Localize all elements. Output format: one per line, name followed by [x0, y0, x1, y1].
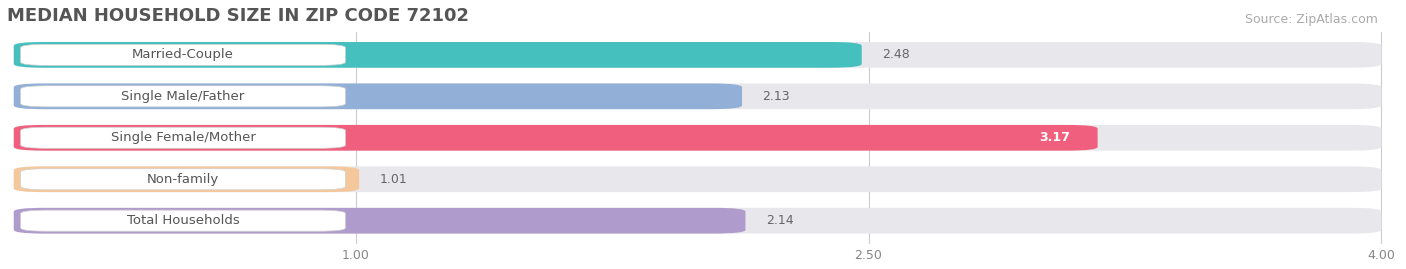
FancyBboxPatch shape: [14, 167, 1382, 192]
Text: Non-family: Non-family: [146, 173, 219, 186]
FancyBboxPatch shape: [21, 210, 346, 231]
FancyBboxPatch shape: [14, 42, 1382, 68]
FancyBboxPatch shape: [14, 167, 359, 192]
FancyBboxPatch shape: [21, 44, 346, 65]
Text: Married-Couple: Married-Couple: [132, 48, 233, 61]
Text: 2.48: 2.48: [882, 48, 910, 61]
FancyBboxPatch shape: [14, 208, 745, 233]
FancyBboxPatch shape: [14, 125, 1098, 151]
FancyBboxPatch shape: [14, 208, 1382, 233]
Text: Single Male/Father: Single Male/Father: [121, 90, 245, 103]
Text: 3.17: 3.17: [1039, 131, 1070, 144]
FancyBboxPatch shape: [21, 169, 346, 190]
Text: 1.01: 1.01: [380, 173, 408, 186]
Text: Total Households: Total Households: [127, 214, 239, 227]
FancyBboxPatch shape: [21, 86, 346, 107]
Text: Source: ZipAtlas.com: Source: ZipAtlas.com: [1244, 13, 1378, 26]
FancyBboxPatch shape: [14, 125, 1382, 151]
FancyBboxPatch shape: [14, 83, 1382, 109]
Text: MEDIAN HOUSEHOLD SIZE IN ZIP CODE 72102: MEDIAN HOUSEHOLD SIZE IN ZIP CODE 72102: [7, 7, 470, 25]
FancyBboxPatch shape: [14, 83, 742, 109]
Text: 2.14: 2.14: [766, 214, 793, 227]
Text: 2.13: 2.13: [762, 90, 790, 103]
Text: Single Female/Mother: Single Female/Mother: [111, 131, 256, 144]
FancyBboxPatch shape: [14, 42, 862, 68]
FancyBboxPatch shape: [21, 127, 346, 148]
